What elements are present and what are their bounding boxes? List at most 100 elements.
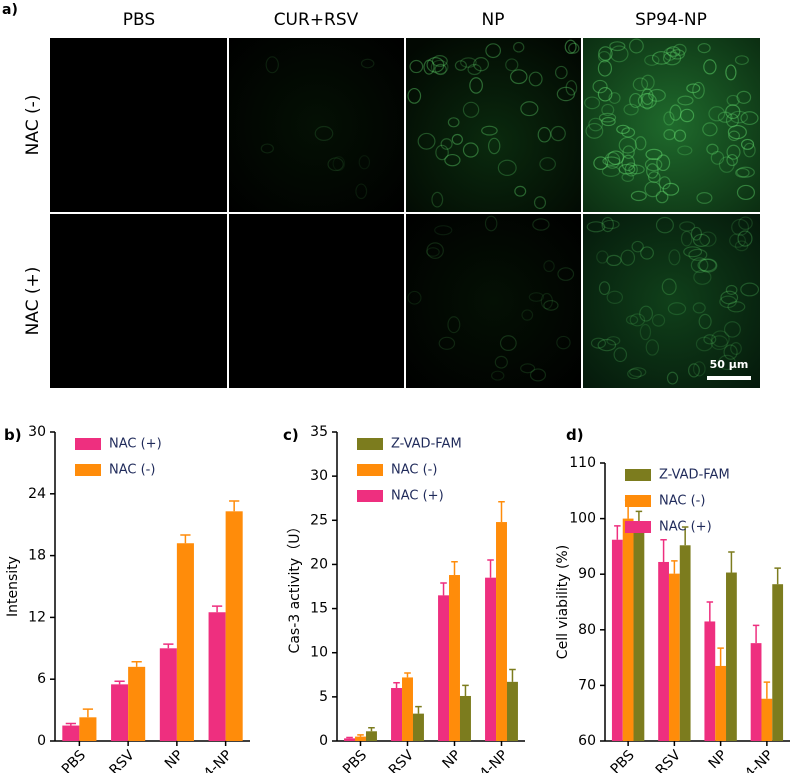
cell — [423, 59, 435, 75]
cell — [743, 142, 756, 158]
bar — [225, 511, 243, 741]
cell — [601, 165, 621, 177]
error-bar — [498, 500, 505, 523]
cell — [726, 144, 741, 160]
error-bar — [65, 722, 76, 726]
cell — [568, 42, 580, 54]
legend-label: NAC (-) — [391, 463, 437, 478]
cell — [640, 246, 654, 260]
cell — [629, 367, 647, 378]
cell — [537, 126, 552, 143]
cell — [651, 313, 666, 327]
micrographs — [50, 38, 760, 388]
cell — [672, 43, 687, 56]
y-tick-label: 30 — [28, 424, 46, 440]
error-bar — [671, 560, 678, 574]
cell — [696, 192, 713, 204]
cell — [647, 171, 661, 184]
cell — [490, 370, 505, 381]
cell — [727, 124, 747, 140]
cell — [621, 154, 636, 172]
y-axis-label: Cell viability (%) — [555, 545, 571, 659]
cell — [513, 41, 525, 53]
bar — [355, 736, 366, 741]
cell — [497, 159, 517, 176]
cell — [706, 143, 719, 155]
column-label: NP — [482, 10, 505, 30]
cell — [624, 162, 638, 177]
legend-label: NAC (+) — [659, 520, 712, 535]
y-tick-label: 25 — [310, 512, 328, 528]
y-tick-label: 12 — [28, 609, 46, 625]
scale-label: 50 μm — [710, 358, 749, 371]
cell — [723, 344, 738, 360]
cell — [646, 163, 659, 179]
error-bar — [706, 601, 714, 622]
panel-label: a) — [2, 2, 18, 18]
y-tick-label: 6 — [37, 671, 46, 687]
cell — [725, 104, 741, 120]
cell — [688, 248, 708, 261]
cell — [629, 92, 643, 109]
bar — [633, 525, 645, 741]
cell — [473, 56, 489, 72]
cell — [528, 292, 545, 302]
cell — [409, 59, 424, 74]
x-tick-label: NP — [439, 747, 464, 772]
cell — [608, 92, 621, 104]
cell — [632, 77, 649, 92]
cell — [641, 74, 655, 91]
cell — [695, 336, 713, 352]
bar — [715, 665, 727, 741]
bar — [668, 573, 680, 741]
cell — [740, 138, 755, 150]
cell — [447, 316, 461, 334]
cell — [637, 92, 657, 109]
cell — [606, 336, 621, 346]
cell — [505, 58, 519, 72]
y-tick-label: 35 — [310, 424, 328, 440]
cell — [727, 301, 746, 313]
bar — [438, 595, 450, 741]
cell — [663, 47, 677, 61]
cell — [669, 104, 682, 121]
legend-swatch — [75, 438, 101, 450]
cell — [601, 116, 616, 127]
cell — [407, 87, 422, 104]
cell — [332, 156, 346, 172]
cell — [556, 335, 571, 350]
legend-swatch — [625, 495, 651, 507]
column-label: CUR+RSV — [274, 10, 359, 30]
error-bar — [357, 734, 364, 737]
legend-swatch — [625, 521, 651, 533]
cell — [740, 111, 759, 126]
bar — [622, 518, 634, 741]
bar — [704, 621, 716, 741]
cell — [417, 132, 436, 150]
cell — [622, 145, 635, 160]
cell — [627, 368, 642, 380]
cell — [564, 39, 577, 54]
error-bar — [774, 567, 781, 585]
cell — [598, 112, 617, 123]
cell — [616, 124, 630, 135]
cell — [666, 371, 679, 385]
bar — [365, 731, 377, 741]
cell — [687, 363, 700, 378]
cell — [585, 122, 604, 139]
y-tick-label: 5 — [319, 689, 328, 705]
cell — [726, 94, 740, 107]
image — [406, 214, 581, 388]
legend-label: NAC (-) — [659, 494, 705, 509]
cell — [717, 111, 733, 123]
legend-label: NAC (+) — [109, 437, 162, 452]
image — [229, 38, 404, 212]
error-bar — [462, 684, 469, 696]
cell — [731, 218, 750, 236]
cell — [718, 354, 736, 371]
cell — [710, 150, 725, 165]
cell — [434, 63, 447, 76]
cell — [447, 117, 460, 128]
x-tick-label: PBS — [59, 747, 89, 773]
bar — [79, 717, 97, 741]
